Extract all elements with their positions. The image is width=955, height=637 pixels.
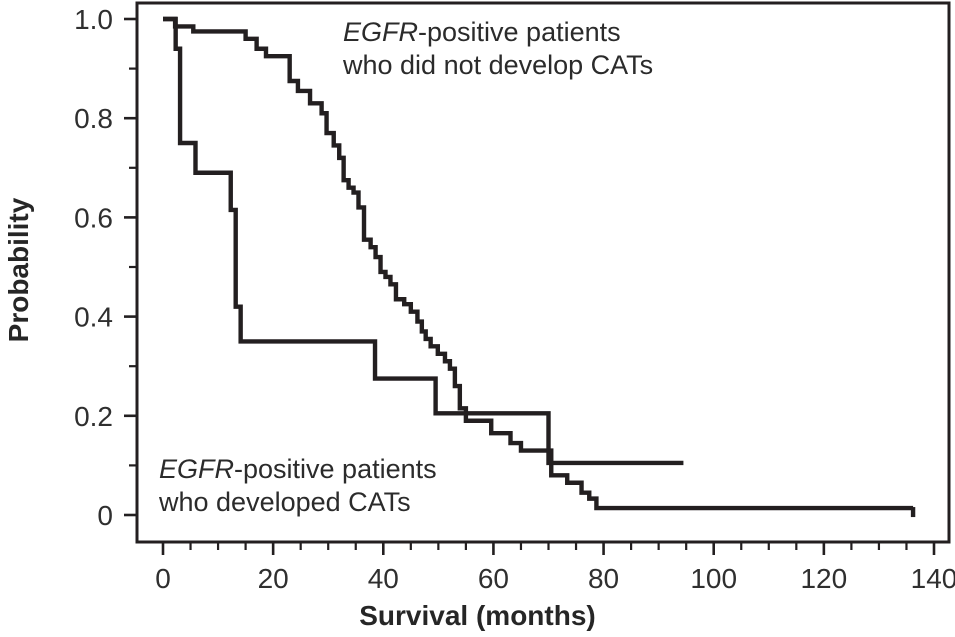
annotation-no-cats-line2: who did not develop CATs [343,50,654,80]
y-tick-label: 0 [97,500,113,531]
y-tick-label: 0.2 [74,401,113,432]
survival-curve-egfr-positive-no-cats [163,16,914,511]
y-tick-label: 0.4 [74,302,113,333]
x-tick-label: 0 [155,563,171,594]
x-tick-label: 100 [690,563,737,594]
annotation-no-cats-line1: EGFR-positive patients [343,17,621,47]
gene-name-italic: EGFR [343,17,419,47]
x-tick-label: 80 [588,563,619,594]
annotation-cats-line2: who developed CATs [159,487,411,517]
x-tick-label: 140 [911,563,955,594]
gene-name-italic: EGFR [159,454,235,484]
plot-frame [135,1,951,544]
x-tick-label: 60 [478,563,509,594]
survival-curve-egfr-positive-cats [163,16,684,466]
annotation-no-cats: EGFR-positive patients who did not devel… [343,16,653,82]
annotation-cats-line1: EGFR-positive patients [159,454,437,484]
annotation-cats: EGFR-positive patients who developed CAT… [159,453,437,519]
y-tick-label: 1.0 [74,4,113,35]
x-tick-label: 40 [368,563,399,594]
y-tick-label: 0.6 [74,202,113,233]
y-axis-title: Probability [3,197,34,343]
x-tick-label: 120 [800,563,847,594]
x-tick-label: 20 [258,563,289,594]
x-axis-title: Survival (months) [359,600,596,631]
y-tick-label: 0.8 [74,103,113,134]
